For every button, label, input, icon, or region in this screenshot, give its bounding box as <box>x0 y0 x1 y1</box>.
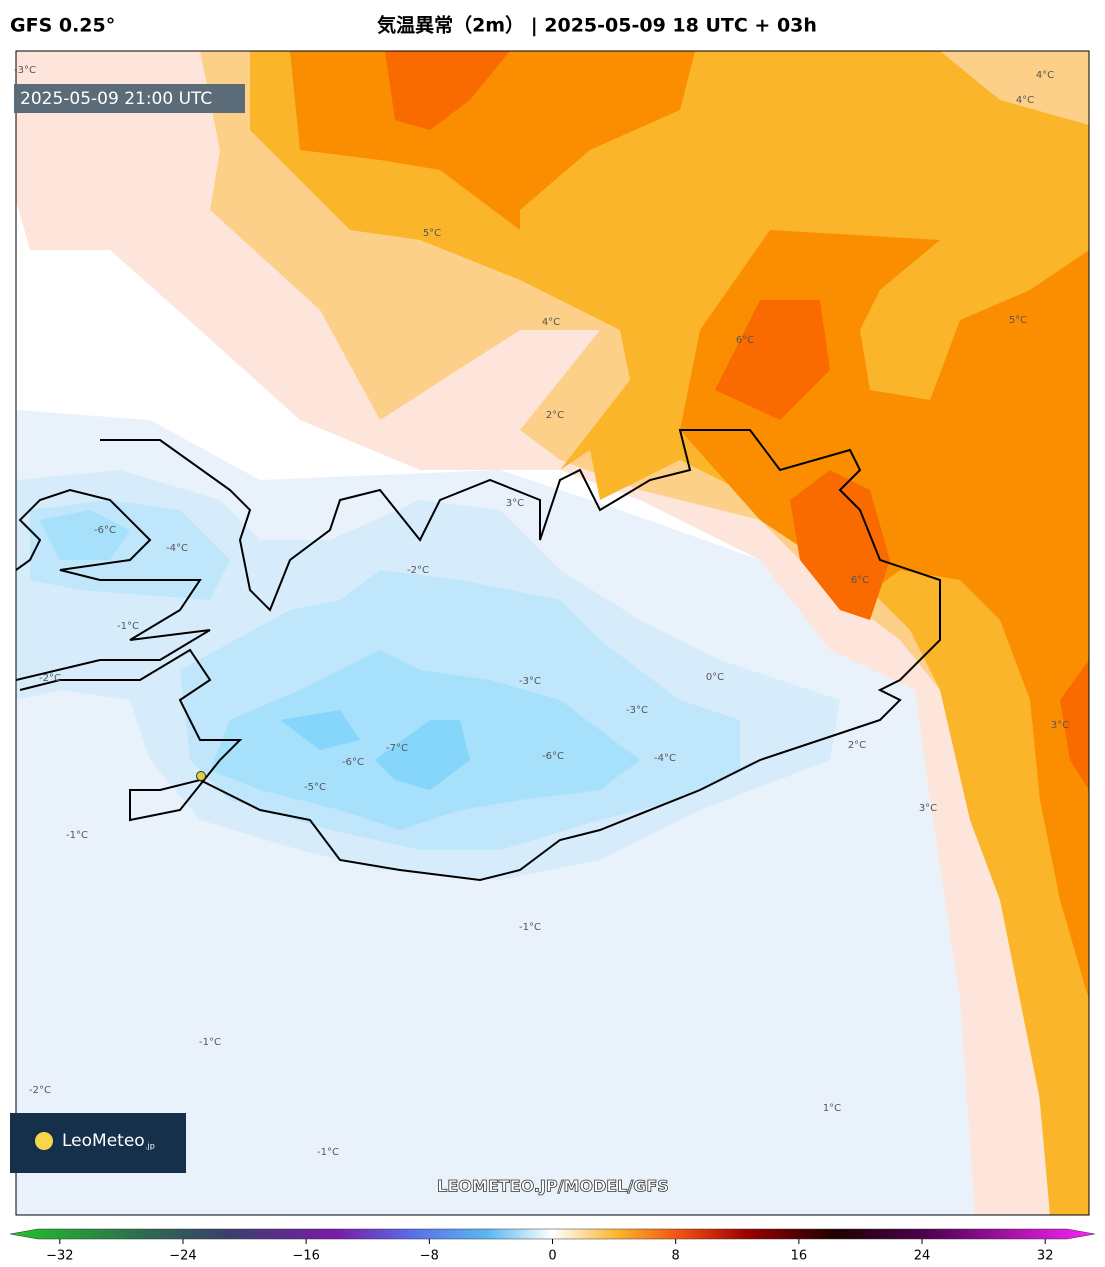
colorbar-gradient <box>9 1228 1096 1240</box>
logo-suffix: .jp <box>145 1142 155 1151</box>
contour-label: 4°C <box>1036 70 1054 81</box>
colorbar-tick-label: −24 <box>169 1249 196 1264</box>
timestamp: 2025-05-09 21:00 UTC <box>20 89 212 109</box>
coastline <box>16 429 941 882</box>
contour-label: -2°C <box>407 565 429 576</box>
contour-label: 5°C <box>1009 315 1027 326</box>
contour-label: -6°C <box>94 525 116 536</box>
contour-label: 3°C <box>919 803 937 814</box>
logo-name: LeoMeteo <box>62 1131 145 1151</box>
model-label: GFS 0.25° <box>10 15 115 37</box>
zone-blue-3 <box>40 510 640 830</box>
colorbar <box>9 1228 1096 1240</box>
contour-label: -1°C <box>317 1147 339 1158</box>
contour-label: -1°C <box>117 621 139 632</box>
colorbar-tick-label: −8 <box>420 1249 439 1264</box>
zone-orange <box>250 51 1089 1215</box>
contour-label: -6°C <box>342 757 364 768</box>
contour-label: 2°C <box>848 740 866 751</box>
colorbar-tick-label: 8 <box>672 1249 680 1264</box>
logo-sun <box>35 1132 53 1150</box>
contour-label: 2°C <box>546 410 564 421</box>
watermark: LEOMETEO.JP/MODEL/GFS <box>437 1177 669 1196</box>
contour-label: -7°C <box>386 743 408 754</box>
contour-label: -2°C <box>29 1085 51 1096</box>
colorbar-tick-label: 16 <box>791 1249 808 1264</box>
location-marker <box>196 771 206 781</box>
colorbar-tick-label: 32 <box>1037 1249 1054 1264</box>
contour-label: -3°C <box>14 65 36 76</box>
contour-label: 4°C <box>1016 95 1034 106</box>
contour-label: 3°C <box>1051 720 1069 731</box>
contour-label: -1°C <box>66 830 88 841</box>
contour-label: 6°C <box>736 335 754 346</box>
title: 気温異常（2m） | 2025-05-09 18 UTC + 03h <box>377 14 817 37</box>
colorbar-tick-label: −32 <box>46 1249 73 1264</box>
contour-label: 5°C <box>423 228 441 239</box>
contour-label: -2°C <box>39 673 61 684</box>
contour-label: 0°C <box>706 672 724 683</box>
contour-label: -5°C <box>304 782 326 793</box>
contour-label: -1°C <box>199 1037 221 1048</box>
contour-label: 1°C <box>823 1103 841 1114</box>
contour-labels: -3°C 4°C 4°C 5°C 4°C 6°C 5°C 2°C -6°C -4… <box>14 65 1069 1158</box>
zone-blue-4 <box>280 710 470 790</box>
timestamp-box <box>14 84 245 113</box>
contour-label: -3°C <box>519 676 541 687</box>
contour-label: 4°C <box>542 317 560 328</box>
map-frame <box>15 50 1090 1216</box>
contour-label: -4°C <box>654 753 676 764</box>
map <box>16 51 1089 1215</box>
contour-label: -6°C <box>542 751 564 762</box>
colorbar-tick-label: 0 <box>548 1249 556 1264</box>
colorbar-tick-label: 24 <box>914 1249 931 1264</box>
contour-label: 6°C <box>851 575 869 586</box>
contour-label: -4°C <box>166 543 188 554</box>
zone-dark-orange <box>290 51 1089 1000</box>
contour-label: 3°C <box>506 498 524 509</box>
contour-label: -1°C <box>519 922 541 933</box>
contour-label: -3°C <box>626 705 648 716</box>
colorbar-tick-label: −16 <box>292 1249 319 1264</box>
